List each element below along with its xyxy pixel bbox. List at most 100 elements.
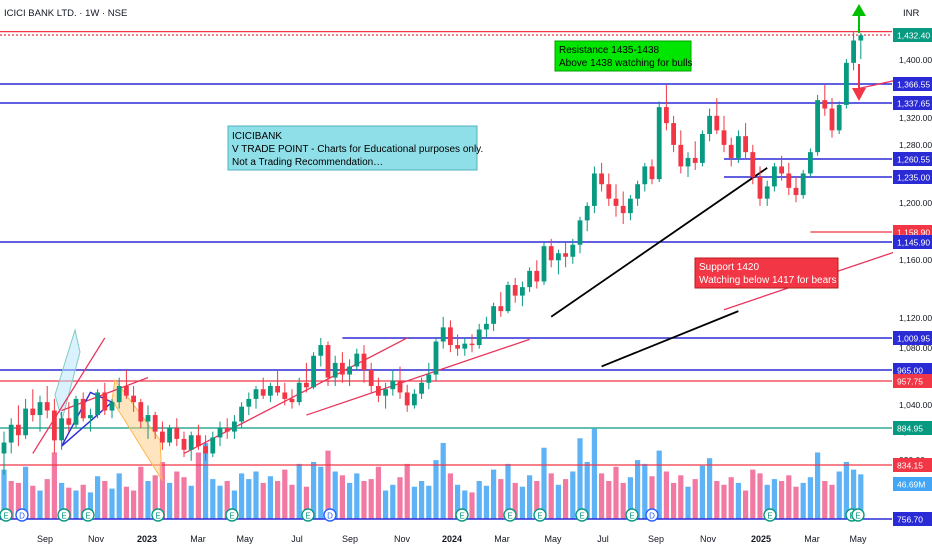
price-label-bg [893, 421, 932, 435]
x-tick-label: May [236, 534, 254, 544]
event-marker-icon [151, 508, 165, 522]
candle-body [390, 380, 396, 390]
bull-arrow-head [852, 4, 866, 16]
volume-bar [735, 482, 741, 519]
currency-label: INR [903, 8, 920, 19]
candle-body [692, 157, 698, 163]
candle-body [462, 343, 468, 349]
candle-body [152, 415, 158, 432]
candle-body [728, 144, 734, 158]
support-note-box [694, 257, 839, 289]
volume-bar [231, 490, 237, 519]
candle-body [1, 442, 7, 454]
support-note-line1: Support 1420 [699, 262, 759, 273]
candle-body [296, 382, 302, 403]
event-marker-icon [323, 508, 337, 522]
disclaimer-line1: ICICIBANK [232, 131, 282, 142]
candle-body [145, 415, 151, 422]
volume-bar [656, 450, 662, 519]
y-tick-label: 1,080.00 [899, 343, 932, 353]
volume-bar [764, 484, 770, 519]
candle-body [793, 187, 799, 196]
candle-body [44, 402, 50, 411]
candle-body [397, 380, 403, 393]
price-label-text: 756.70 [897, 515, 923, 525]
chart-title: ICICI BANK LTD. · 1W · NSE [4, 8, 127, 19]
resistance-note-line1: Resistance 1435-1438 [559, 45, 660, 56]
volume-bar [73, 490, 79, 519]
event-marker-icon [301, 508, 315, 522]
price-label-bg [893, 458, 932, 472]
volume-bar [599, 473, 605, 519]
candle-body [16, 424, 21, 436]
candle-body [95, 392, 100, 416]
candle-body [196, 435, 201, 447]
candle-body [527, 270, 532, 288]
resistance-note-box [554, 40, 692, 72]
volume-bar [613, 466, 619, 519]
candle-body [484, 323, 489, 330]
volume-bar [375, 466, 381, 519]
volume-bar [771, 479, 777, 519]
candle-body [678, 144, 684, 167]
volume-bar [483, 485, 489, 519]
volume-bar [131, 490, 137, 519]
volume-bar [51, 452, 57, 519]
volume-bar [786, 475, 792, 519]
x-tick-label: 2023 [137, 534, 157, 544]
volume-bar [116, 473, 122, 519]
volume-bar [159, 462, 165, 519]
candle-body [671, 123, 676, 145]
candlesticks [1, 32, 864, 475]
candle-body [800, 173, 806, 196]
event-marker-label: D [19, 512, 25, 521]
trendline [306, 338, 530, 416]
trendlines [32, 71, 932, 455]
candle-body [332, 362, 338, 378]
volume-bar [195, 452, 201, 519]
candle-body [88, 415, 93, 419]
candle-body [268, 386, 273, 396]
volume-bar [512, 482, 518, 519]
event-marker-icon [625, 508, 639, 522]
price-label-text: 1,158.90 [897, 228, 930, 238]
candle-body [656, 107, 662, 180]
volume-bar [109, 488, 115, 519]
candle-body [750, 152, 756, 177]
event-marker-label: D [327, 512, 333, 521]
price-label-bg [893, 235, 932, 249]
candle-body [181, 438, 187, 450]
candle-body [822, 100, 828, 109]
volume-bar [822, 481, 828, 519]
candle-body [30, 408, 36, 416]
candle-body [577, 220, 583, 245]
trendline [32, 337, 106, 454]
candle-body [707, 115, 712, 134]
candle-body [138, 402, 144, 422]
volume-bar [534, 481, 540, 519]
volume-bar [807, 477, 813, 519]
volume-bar [123, 486, 129, 519]
volume-bar [15, 482, 21, 519]
price-label-text: 1,337.65 [897, 99, 930, 109]
price-label-bg [893, 77, 932, 91]
candle-body [556, 253, 561, 261]
x-tick-label: May [544, 534, 562, 544]
volume-bar [332, 471, 338, 519]
disclaimer-note-box [227, 125, 478, 171]
candle-body [232, 421, 237, 432]
candle-body [412, 393, 417, 406]
volume-bar [303, 486, 309, 519]
candle-body [217, 427, 223, 438]
volume-bar [383, 490, 389, 519]
candle-body [340, 362, 345, 375]
volume-bar [181, 477, 187, 519]
event-marker-icon [57, 508, 71, 522]
x-tick-label: 2025 [751, 534, 771, 544]
pattern-shading [54, 328, 163, 482]
candle-body [109, 402, 115, 411]
volume-bar [325, 450, 331, 519]
x-tick-label: Sep [37, 534, 53, 544]
candle-body [246, 398, 252, 407]
